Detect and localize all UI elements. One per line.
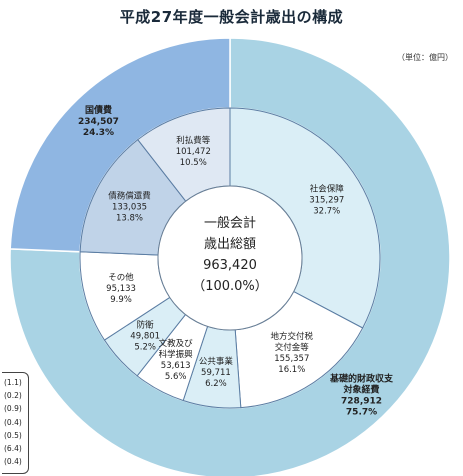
inner-label-value-5: 95,133	[106, 284, 136, 294]
inner-label-pct-2: 6.2%	[205, 379, 227, 389]
inner-label-pct-1: 16.1%	[278, 365, 305, 375]
chart-title: 平成27年度一般会計歳出の構成	[119, 8, 344, 26]
inner-label-name-4: 防衛	[137, 320, 155, 331]
inner-label-pct-7: 10.5%	[180, 158, 207, 168]
center-percent: （100.0%）	[192, 279, 268, 294]
inner-label-value-7: 101,472	[176, 147, 211, 157]
unit-label: （単位：億円）	[397, 53, 453, 62]
inner-label-name-5: その他	[108, 272, 134, 283]
outer-label-value-1: 234,507	[78, 117, 119, 127]
outer-label-name-0: 基礎的財政収支	[329, 373, 394, 385]
side-list: (1.1) (0.2) (0.9) (0.4) (0.5) (6.4) (0.4)	[4, 376, 22, 468]
inner-label-pct-6: 13.8%	[116, 213, 143, 223]
outer-ring	[9, 37, 451, 476]
side-list-item: (1.1)	[4, 378, 22, 387]
side-list-item: (0.9)	[4, 404, 22, 414]
inner-label-pct-5: 9.9%	[110, 295, 132, 305]
inner-label-value-6: 133,035	[112, 202, 147, 212]
inner-label-name-3: 文教及び	[159, 338, 194, 349]
inner-label-name-1: 地方交付税	[271, 331, 314, 342]
inner-label-value-1: 155,357	[274, 354, 309, 364]
side-list-item: (6.4)	[4, 444, 22, 454]
outer-label-name-1: 国債費	[85, 104, 112, 116]
outer-label-pct-0: 75.7%	[346, 408, 377, 418]
inner-label-name2-1: 交付金等	[275, 342, 310, 353]
center-circle	[157, 185, 303, 331]
center-total: 963,420	[203, 258, 257, 273]
side-list-item: (0.4)	[4, 417, 22, 427]
inner-ring	[79, 107, 381, 409]
inner-label-name-6: 債務償還費	[108, 190, 151, 201]
center-line1: 一般会計	[204, 215, 256, 231]
side-list-item: (0.5)	[4, 430, 22, 440]
side-bracket	[2, 372, 29, 474]
inner-label-value-0: 315,297	[309, 196, 344, 206]
outer-label-value-0: 728,912	[341, 397, 382, 407]
inner-label-pct-3: 5.6%	[165, 372, 187, 382]
center-line2: 歳出総額	[204, 237, 256, 252]
outer-label-pct-1: 24.3%	[83, 128, 114, 138]
side-list-item: (0.2)	[4, 391, 22, 401]
inner-label-name-7: 利払費等	[176, 135, 211, 146]
inner-label-name-0: 社会保障	[310, 184, 345, 195]
outer-label-name2-0: 対象経費	[343, 384, 380, 396]
inner-label-value-4: 49,801	[130, 332, 160, 342]
center-label: 一般会計 歳出総額 963,420 （100.0%）	[157, 185, 303, 331]
inner-label-name2-3: 科学振興	[159, 349, 194, 360]
inner-label-pct-4: 5.2%	[134, 343, 156, 353]
inner-label-pct-0: 32.7%	[313, 207, 340, 217]
inner-label-name-2: 公共事業	[199, 356, 234, 367]
inner-label-value-2: 59,711	[201, 368, 231, 378]
side-list-item: (0.4)	[4, 457, 22, 467]
inner-label-value-3: 53,613	[161, 361, 191, 371]
